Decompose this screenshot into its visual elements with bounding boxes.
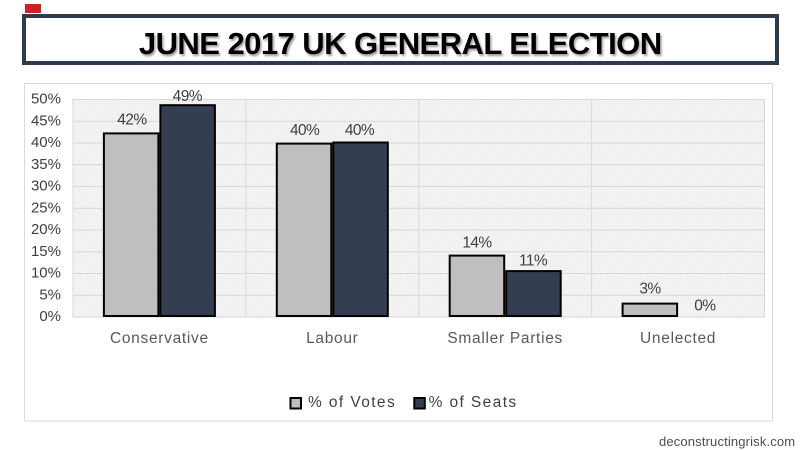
svg-text:% of Votes: % of Votes <box>308 394 396 411</box>
svg-text:45%: 45% <box>31 112 61 129</box>
svg-text:10%: 10% <box>31 265 61 282</box>
svg-text:40%: 40% <box>290 122 320 139</box>
svg-text:40%: 40% <box>31 134 61 151</box>
svg-text:49%: 49% <box>173 88 203 105</box>
svg-text:0%: 0% <box>39 308 61 325</box>
svg-text:5%: 5% <box>39 286 61 303</box>
svg-text:3%: 3% <box>639 281 661 298</box>
svg-text:Smaller Parties: Smaller Parties <box>447 330 563 347</box>
svg-text:0%: 0% <box>694 298 716 315</box>
svg-text:50%: 50% <box>31 91 61 108</box>
svg-text:% of Seats: % of Seats <box>429 394 518 411</box>
svg-text:15%: 15% <box>31 243 61 260</box>
svg-text:14%: 14% <box>462 235 492 252</box>
svg-text:42%: 42% <box>117 111 147 128</box>
svg-text:20%: 20% <box>31 221 61 238</box>
svg-text:Labour: Labour <box>306 330 358 347</box>
svg-text:30%: 30% <box>31 178 61 195</box>
svg-text:11%: 11% <box>519 253 548 270</box>
svg-text:Unelected: Unelected <box>640 330 716 347</box>
svg-text:25%: 25% <box>31 199 61 216</box>
svg-text:Conservative: Conservative <box>110 330 209 347</box>
svg-text:40%: 40% <box>345 122 375 139</box>
svg-text:35%: 35% <box>31 156 61 173</box>
